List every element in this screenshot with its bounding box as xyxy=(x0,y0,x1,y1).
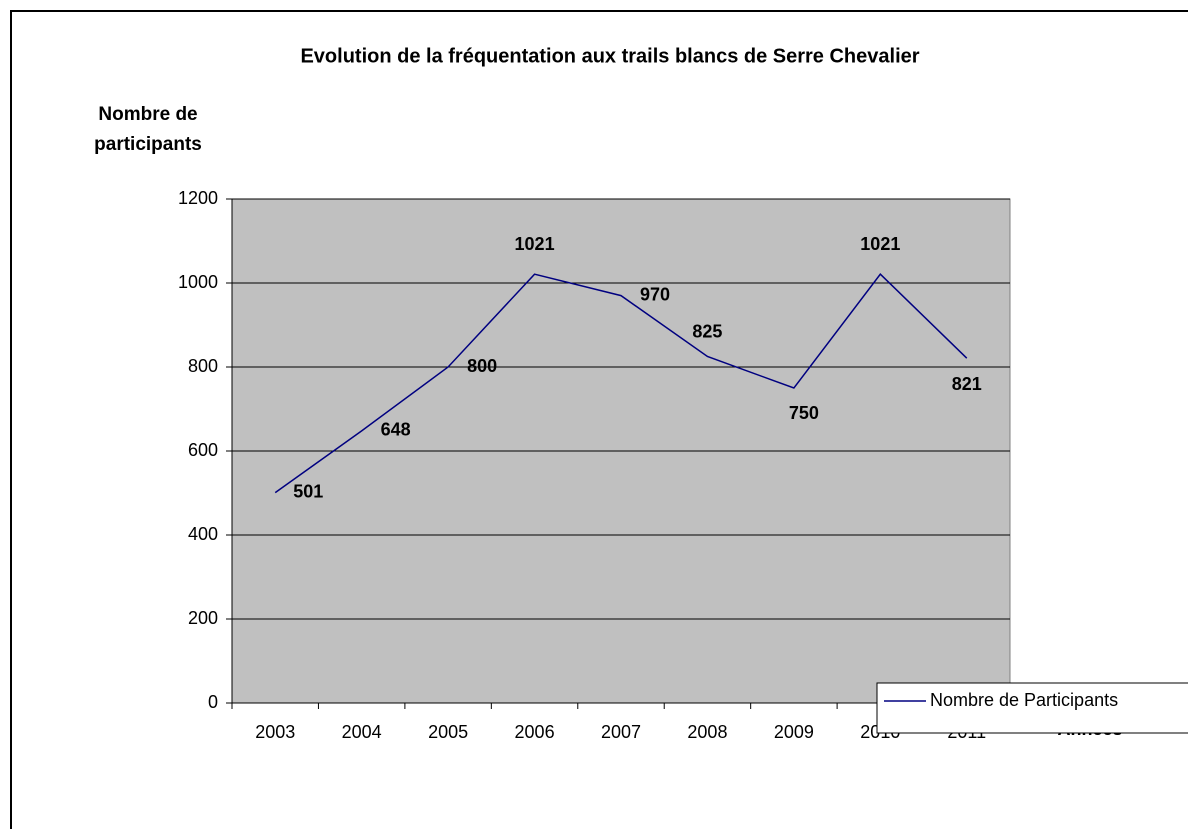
x-tick-label: 2003 xyxy=(255,722,295,742)
y-tick-label: 1200 xyxy=(178,188,218,208)
data-label: 648 xyxy=(381,420,411,440)
data-label: 821 xyxy=(952,374,982,394)
y-tick-label: 0 xyxy=(208,692,218,712)
series-line xyxy=(274,273,968,494)
data-label: 501 xyxy=(293,481,323,501)
x-tick-label: 2009 xyxy=(774,722,814,742)
x-tick-label: 2004 xyxy=(342,722,382,742)
y-tick-label: 200 xyxy=(188,608,218,628)
data-label: 750 xyxy=(789,403,819,423)
legend-label: Nombre de Participants xyxy=(930,690,1118,710)
x-tick-label: 2005 xyxy=(428,722,468,742)
chart-frame xyxy=(10,10,1188,829)
data-label: 825 xyxy=(692,321,722,341)
y-axis-label: Nombre de participants xyxy=(94,104,202,155)
x-tick-label: 2006 xyxy=(515,722,555,742)
legend-box xyxy=(876,682,1188,734)
data-label: 1021 xyxy=(860,234,900,254)
x-tick-label: 2007 xyxy=(601,722,641,742)
y-tick-label: 800 xyxy=(188,356,218,376)
data-label: 970 xyxy=(640,284,670,304)
y-tick-label: 400 xyxy=(188,524,218,544)
data-label: 1021 xyxy=(515,234,555,254)
data-label: 800 xyxy=(467,356,497,376)
chart-title: Evolution de la fréquentation aux trails… xyxy=(300,45,919,67)
y-tick-label: 600 xyxy=(188,440,218,460)
y-tick-label: 1000 xyxy=(178,272,218,292)
x-tick-label: 2008 xyxy=(687,722,727,742)
